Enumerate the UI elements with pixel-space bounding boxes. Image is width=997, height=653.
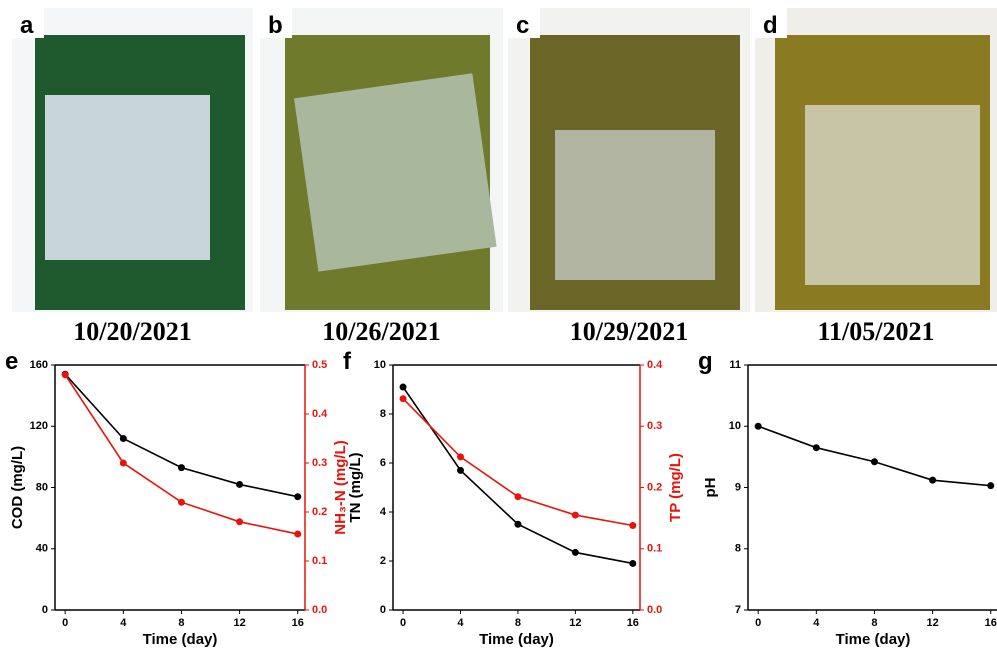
- photo-sheet: [805, 105, 980, 285]
- data-point: [236, 481, 243, 488]
- series-line: [65, 374, 298, 497]
- panel-letter: c: [516, 12, 529, 39]
- y-tick-label: 10: [374, 359, 386, 371]
- data-point: [120, 460, 127, 467]
- y-tick-label: 10: [729, 420, 741, 432]
- panel-letter: f: [343, 348, 352, 375]
- y-tick-label: 0: [380, 604, 386, 616]
- data-point: [400, 395, 407, 402]
- x-tick-label: 12: [926, 617, 938, 629]
- panel-letter: b: [268, 12, 283, 39]
- data-point: [629, 522, 636, 529]
- x-axis-label: Time (day): [836, 631, 911, 648]
- x-tick-label: 16: [985, 617, 997, 629]
- y2-tick-label: 0.1: [647, 543, 662, 555]
- x-tick-label: 8: [515, 617, 521, 629]
- series-line: [758, 426, 991, 485]
- data-point: [178, 464, 185, 471]
- x-tick-label: 8: [871, 617, 877, 629]
- series-line: [403, 387, 633, 563]
- panel-letter: a: [20, 12, 34, 39]
- y2-tick-label: 0.5: [312, 359, 327, 371]
- figure: a 10/20/2021 b 10/26/2021 c 10/29/2021 d 11/05/…: [0, 0, 997, 653]
- panel-letter: g: [698, 348, 713, 375]
- x-tick-label: 4: [120, 617, 127, 629]
- x-tick-label: 0: [62, 617, 68, 629]
- x-tick-label: 12: [233, 617, 245, 629]
- y2-tick-label: 0.4: [312, 408, 328, 420]
- data-point: [572, 512, 579, 519]
- panel-letter: d: [763, 12, 778, 39]
- y2-tick-label: 0.2: [647, 481, 662, 493]
- y2-tick-label: 0.0: [312, 604, 327, 616]
- data-point: [294, 531, 301, 538]
- photo-date: 10/29/2021: [570, 317, 688, 346]
- y-tick-label: 4: [380, 506, 387, 518]
- data-point: [813, 444, 820, 451]
- y-tick-label: 11: [729, 359, 741, 371]
- y-tick-label: 0: [42, 604, 48, 616]
- photo-sheet: [45, 95, 210, 260]
- y-axis-label: COD (mg/L): [9, 446, 26, 529]
- data-point: [572, 549, 579, 556]
- data-point: [178, 499, 185, 506]
- y-tick-label: 7: [735, 604, 741, 616]
- data-point: [514, 493, 521, 500]
- x-axis-label: Time (day): [143, 631, 218, 648]
- x-axis-label: Time (day): [479, 631, 554, 648]
- y-tick-label: 80: [36, 481, 48, 493]
- y2-tick-label: 0.0: [647, 604, 662, 616]
- x-tick-label: 8: [178, 617, 184, 629]
- photo-date: 11/05/2021: [817, 317, 934, 346]
- series-line: [65, 375, 298, 534]
- data-point: [236, 518, 243, 525]
- x-tick-label: 16: [292, 617, 304, 629]
- photo-sheet: [555, 130, 715, 280]
- x-tick-label: 0: [400, 617, 406, 629]
- y-tick-label: 160: [30, 359, 48, 371]
- data-point: [929, 477, 936, 484]
- y2-tick-label: 0.4: [647, 359, 663, 371]
- y-tick-label: 40: [36, 543, 48, 555]
- y2-tick-label: 0.1: [312, 555, 327, 567]
- data-point: [987, 482, 994, 489]
- x-tick-label: 4: [457, 617, 464, 629]
- data-point: [457, 467, 464, 474]
- photo-date: 10/26/2021: [322, 317, 440, 346]
- panel-letter: e: [5, 348, 18, 375]
- photos: [12, 8, 997, 348]
- data-point: [629, 560, 636, 567]
- y-tick-label: 6: [380, 457, 386, 469]
- data-point: [120, 435, 127, 442]
- data-point: [871, 458, 878, 465]
- y-axis-label: TN (mg/L): [347, 453, 364, 523]
- data-point: [755, 423, 762, 430]
- photo-sheet: [294, 73, 497, 271]
- x-tick-label: 12: [569, 617, 581, 629]
- y-tick-label: 8: [380, 408, 386, 420]
- y2-axis-label: TP (mg/L): [667, 453, 684, 522]
- y2-tick-label: 0.2: [312, 506, 327, 518]
- data-point: [514, 521, 521, 528]
- data-point: [62, 371, 69, 378]
- x-tick-label: 0: [755, 617, 761, 629]
- y-tick-label: 9: [735, 481, 741, 493]
- y-tick-label: 8: [735, 543, 741, 555]
- y-tick-label: 2: [380, 555, 386, 567]
- series-line: [403, 399, 633, 526]
- y2-tick-label: 0.3: [312, 457, 327, 469]
- data-point: [457, 453, 464, 460]
- y-tick-label: 120: [30, 420, 48, 432]
- y-axis-label: pH: [702, 478, 719, 498]
- data-point: [294, 493, 301, 500]
- x-tick-label: 4: [813, 617, 820, 629]
- data-point: [400, 384, 407, 391]
- x-tick-label: 16: [627, 617, 639, 629]
- y2-tick-label: 0.3: [647, 420, 662, 432]
- photo-date: 10/20/2021: [73, 317, 191, 346]
